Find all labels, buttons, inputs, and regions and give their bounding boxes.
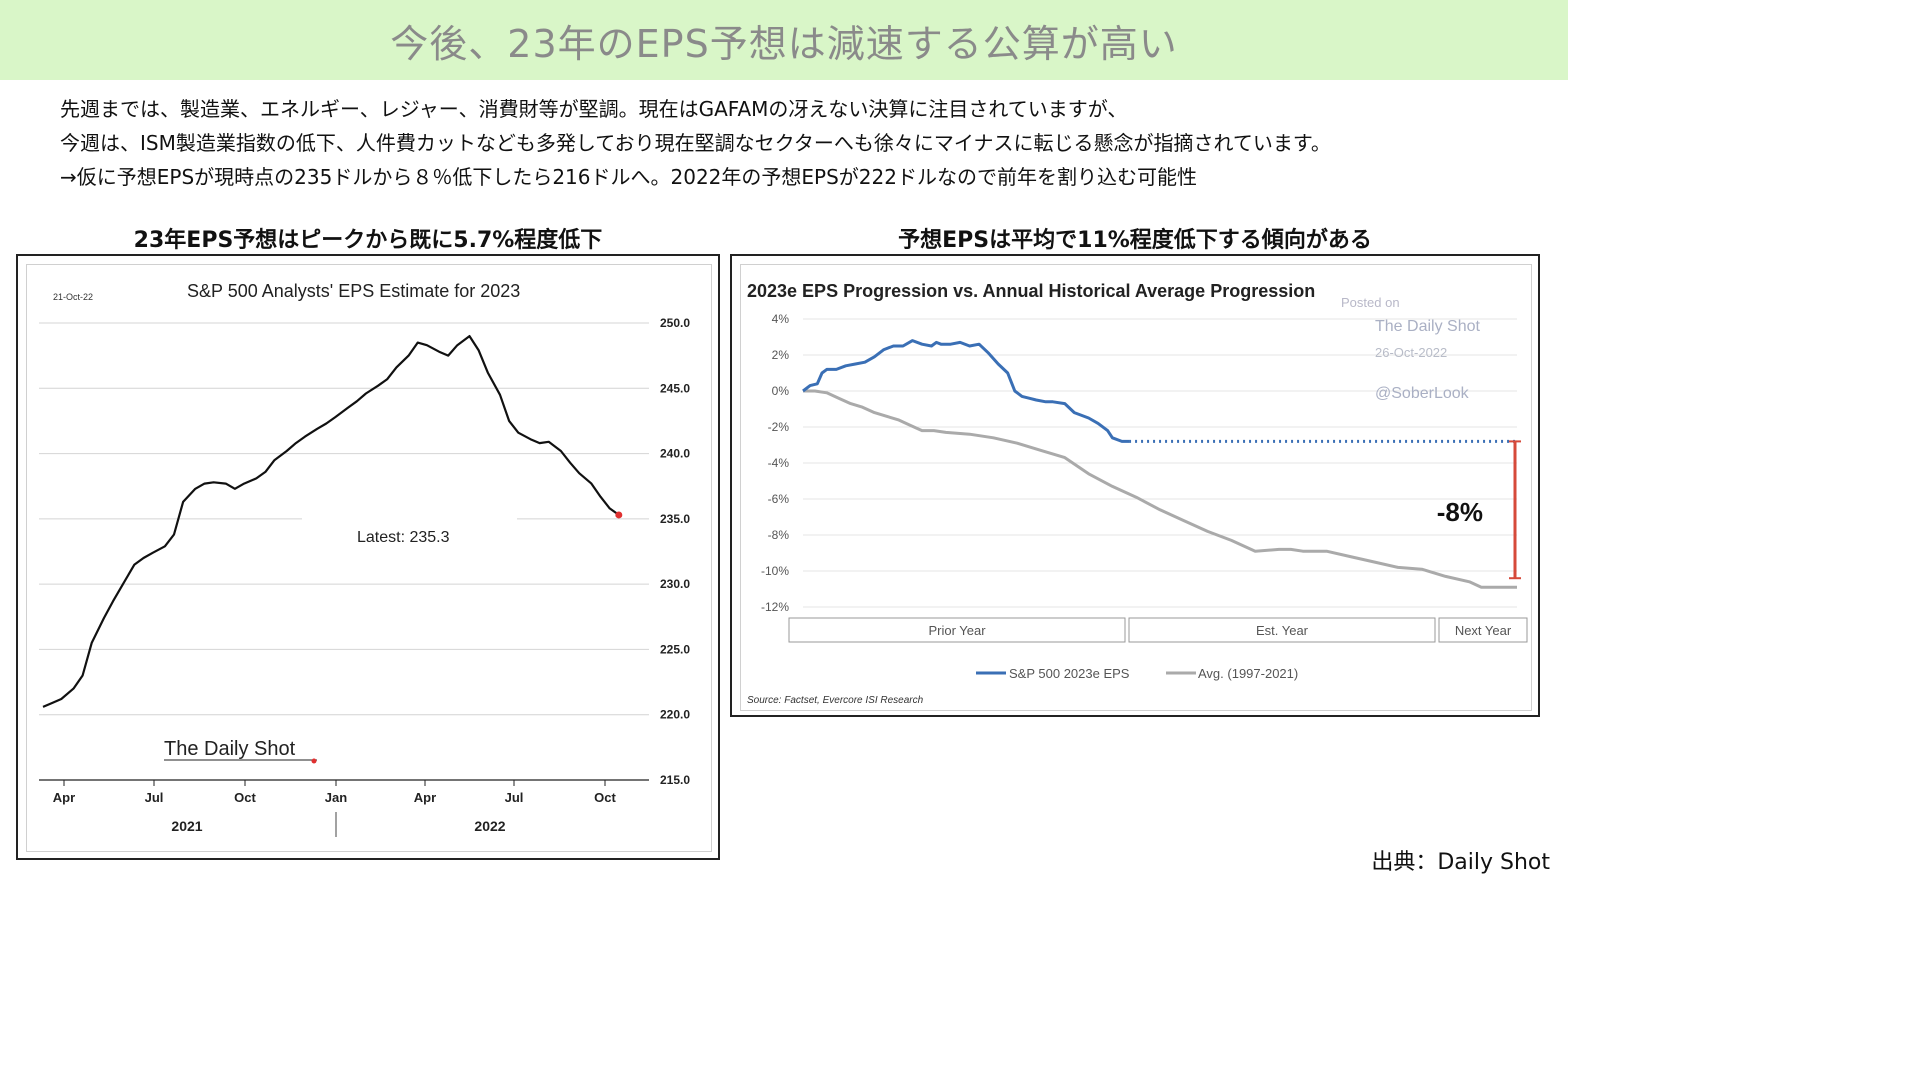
- y-tick-label: 235.0: [660, 512, 690, 526]
- y-tick-label: 225.0: [660, 642, 690, 656]
- x-tick-label: Apr: [53, 790, 75, 805]
- y-tick-label: 2%: [772, 348, 790, 362]
- decline-bracket: [1509, 440, 1521, 580]
- latest-annotation: Latest: 235.3: [357, 529, 450, 546]
- logo-dot: [311, 758, 317, 764]
- year-label-2021: 2021: [171, 818, 202, 834]
- right-chart-frame: 4% 2% 0% -2% -4% -6% -8% -10% -12% 2023e EPS Pro…: [740, 264, 1532, 711]
- chart-date-label: 21-Oct-22: [53, 292, 93, 302]
- title-banner: 今後、23年のEPS予想は減速する公算が高い: [0, 0, 1568, 80]
- page-title: 今後、23年のEPS予想は減速する公算が高い: [390, 21, 1178, 66]
- left-chart-panel: 250.0 245.0 240.0 235.0 230.0 225.0 220.0 215.0…: [16, 254, 720, 860]
- period-label-prior: Prior Year: [928, 623, 986, 638]
- eps-estimate-line: [42, 335, 620, 708]
- y-tick-label: 0%: [772, 384, 790, 398]
- watermark-posted: Posted on: [1341, 295, 1400, 310]
- period-label-est: Est. Year: [1256, 623, 1309, 638]
- watermark-handle: @SoberLook: [1375, 385, 1470, 402]
- y-tick-label: 230.0: [660, 577, 690, 591]
- description-block: 先週までは、製造業、エネルギー、レジャー、消費財等が堅調。現在はGAFAMの冴え…: [60, 92, 1560, 194]
- x-tick-label: Oct: [234, 790, 256, 805]
- legend-label-avg: Avg. (1997-2021): [1198, 666, 1298, 681]
- year-label-2022: 2022: [474, 818, 505, 834]
- eps-estimate-chart: 250.0 245.0 240.0 235.0 230.0 225.0 220.0 215.0…: [39, 281, 690, 837]
- y-tick-label: -6%: [768, 492, 790, 506]
- sp500-2023e-line: [802, 339, 1130, 443]
- period-box-est: [1128, 617, 1436, 643]
- description-line-3: →仮に予想EPSが現時点の235ドルから８％低下したら216ドルへ。2022年の…: [60, 165, 1197, 189]
- period-label-next: Next Year: [1455, 623, 1512, 638]
- x-tick-label: Apr: [414, 790, 436, 805]
- y-tick-label: 4%: [772, 312, 790, 326]
- y-tick-label: -12%: [761, 600, 789, 614]
- source-credit: 出典：Daily Shot: [1371, 850, 1550, 875]
- x-tick-label: Jul: [145, 790, 164, 805]
- y-tick-label: 245.0: [660, 381, 690, 395]
- y-tick-label: -2%: [768, 420, 790, 434]
- decline-annotation: -8%: [1437, 497, 1483, 527]
- right-panel-heading: 予想EPSは平均で11%程度低下する傾向がある: [898, 228, 1372, 253]
- left-chart-frame: 250.0 245.0 240.0 235.0 230.0 225.0 220.0 215.0…: [26, 264, 712, 852]
- y-tick-label: -4%: [768, 456, 790, 470]
- period-box-next: [1438, 617, 1528, 643]
- right-chart-panel: 4% 2% 0% -2% -4% -6% -8% -10% -12% 2023e EPS Pro…: [730, 254, 1540, 717]
- y-tick-label: 215.0: [660, 773, 690, 787]
- average-line: [803, 389, 1517, 589]
- watermark-date: 26-Oct-2022: [1375, 345, 1447, 360]
- description-line-2: 今週は、ISM製造業指数の低下、人件費カットなども多発しており現在堅調なセクター…: [60, 131, 1331, 155]
- x-tick-label: Jul: [505, 790, 524, 805]
- y-tick-label: -8%: [768, 528, 790, 542]
- legend-label-eps: S&P 500 2023e EPS: [1009, 666, 1130, 681]
- chart-title: 2023e EPS Progression vs. Annual Histori…: [747, 281, 1315, 301]
- x-tick-label: Jan: [325, 790, 347, 805]
- y-tick-label: 220.0: [660, 708, 690, 722]
- latest-point-marker: [615, 511, 623, 519]
- chart-source: Source: Factset, Evercore ISI Research: [747, 695, 924, 706]
- x-tick-label: Oct: [594, 790, 616, 805]
- chart-title: S&P 500 Analysts' EPS Estimate for 2023: [187, 281, 520, 301]
- period-box-prior: [788, 617, 1126, 643]
- description-line-1: 先週までは、製造業、エネルギー、レジャー、消費財等が堅調。現在はGAFAMの冴え…: [60, 97, 1128, 121]
- left-panel-heading: 23年EPS予想はピークから既に5.7%程度低下: [133, 228, 603, 253]
- y-tick-label: 240.0: [660, 447, 690, 461]
- daily-shot-logo: The Daily Shot: [164, 738, 296, 760]
- y-tick-label: 250.0: [660, 316, 690, 330]
- y-tick-label: -10%: [761, 564, 789, 578]
- eps-progression-chart: 4% 2% 0% -2% -4% -6% -8% -10% -12% 2023e EPS Pro…: [747, 281, 1528, 706]
- watermark-brand: The Daily Shot: [1375, 318, 1480, 335]
